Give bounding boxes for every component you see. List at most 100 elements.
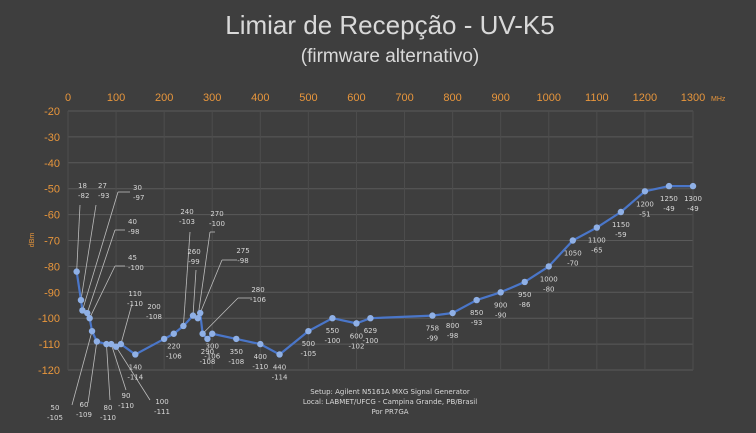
data-label-x: 270	[210, 210, 223, 218]
data-label-x: 200	[147, 303, 160, 311]
data-point	[367, 315, 374, 322]
data-label: 440 -114	[272, 363, 288, 381]
data-point	[521, 278, 528, 286]
label-leader-lines	[71, 191, 252, 406]
data-label-x: 440	[273, 363, 286, 371]
leader-line	[106, 344, 111, 401]
data-label: 550 -100	[324, 327, 340, 345]
data-label-x: 800	[446, 322, 459, 330]
data-label: 300 -106	[204, 343, 220, 361]
data-label-y: -70	[567, 260, 578, 268]
data-label-y: -98	[237, 257, 248, 265]
data-point	[353, 320, 360, 327]
data-point	[641, 188, 649, 195]
data-label-x: 500	[302, 340, 315, 348]
data-label: 200 -108	[146, 303, 162, 321]
data-point	[305, 327, 312, 335]
data-label-x: 1300	[684, 195, 702, 203]
data-label-x: 80	[104, 404, 113, 412]
data-point	[194, 315, 202, 322]
data-point	[108, 340, 115, 348]
data-point	[233, 335, 240, 343]
data-label-y: -97	[133, 194, 144, 202]
data-label-y: -65	[591, 247, 602, 255]
x-tick-label: 1100	[585, 92, 609, 104]
leader-line	[202, 297, 239, 335]
data-point	[73, 268, 80, 275]
data-label: 110 -110	[127, 290, 143, 308]
data-label: 40 -98	[128, 218, 139, 236]
data-label: 400 -110	[252, 353, 268, 371]
data-point	[117, 340, 125, 348]
data-label: 50 -105	[47, 404, 63, 422]
data-label: 1000 -80	[540, 275, 558, 293]
data-point	[617, 208, 625, 216]
setup-note: Local: LABMET/UFCG - Campina Grande, PB/…	[303, 398, 477, 406]
data-label-x: 290	[201, 348, 214, 356]
data-label-y: -100	[362, 337, 378, 345]
data-label: 850 -93	[470, 309, 483, 327]
data-label-x: 50	[51, 404, 60, 412]
data-label-x: 220	[167, 343, 180, 351]
data-label: 600 -102	[349, 332, 365, 350]
x-axis-ticks: 0 100 200 300 400 500 600 700 800 900 1000 1100 1200…	[65, 92, 705, 104]
x-tick-label: 1200	[633, 92, 657, 104]
data-label-y: -49	[663, 205, 674, 213]
data-point	[84, 309, 91, 317]
data-point	[473, 296, 480, 304]
x-tick-label: 600	[347, 92, 365, 104]
leader-line	[115, 346, 151, 401]
data-label-y: -114	[272, 373, 288, 381]
data-label-x: 600	[350, 332, 363, 340]
data-point	[593, 224, 601, 231]
data-label-x: 30	[133, 184, 142, 192]
data-label-x: 60	[80, 401, 89, 409]
data-label-y: -105	[47, 414, 63, 422]
data-label-y: -100	[324, 337, 340, 345]
grid	[67, 110, 694, 371]
data-label-x: 140	[129, 363, 142, 371]
data-label: 900 -90	[494, 301, 507, 319]
data-label: 240 -103	[179, 208, 195, 226]
data-label: 1050 -70	[564, 250, 582, 268]
data-point	[93, 338, 101, 345]
data-label-y: -110	[100, 414, 116, 422]
leader-line	[110, 343, 127, 391]
leader-line	[120, 303, 133, 345]
data-point	[197, 309, 204, 317]
data-label-x: 110	[128, 290, 141, 298]
data-point	[276, 351, 283, 358]
data-label-x: 629	[364, 327, 377, 335]
data-point	[86, 315, 93, 322]
data-label: 275 -98	[236, 247, 249, 265]
data-label: 800 -98	[446, 322, 459, 340]
data-label: 1250 -49	[660, 195, 678, 213]
data-label-x: 350	[230, 348, 243, 356]
data-label-x: 758	[426, 325, 439, 333]
y-tick-label: -50	[44, 184, 60, 196]
data-label-y: -106	[250, 296, 266, 304]
x-axis-unit: MHz	[711, 96, 726, 103]
x-tick-label: 800	[443, 92, 461, 104]
data-point	[180, 322, 187, 330]
data-label-x: 1200	[636, 200, 654, 208]
data-label-y: -80	[543, 285, 554, 293]
leader-line	[76, 204, 81, 272]
chart-title: Limiar de Recepção - UV-K5	[225, 10, 554, 40]
leader-line	[89, 265, 116, 319]
leader-line	[86, 229, 116, 314]
leader-line	[82, 191, 119, 311]
data-point	[132, 351, 139, 358]
data-label-y: -93	[98, 192, 109, 200]
data-label-x: 40	[128, 218, 137, 226]
x-tick-label: 400	[251, 92, 269, 104]
data-label: 100 -111	[154, 398, 170, 416]
y-tick-label: -70	[44, 236, 60, 248]
x-tick-label: 1000	[537, 92, 561, 104]
data-label-y: -109	[76, 411, 92, 419]
data-label-y: -90	[495, 311, 506, 319]
series-line	[75, 185, 693, 356]
data-point	[689, 182, 697, 190]
data-label-y: -100	[128, 264, 144, 272]
